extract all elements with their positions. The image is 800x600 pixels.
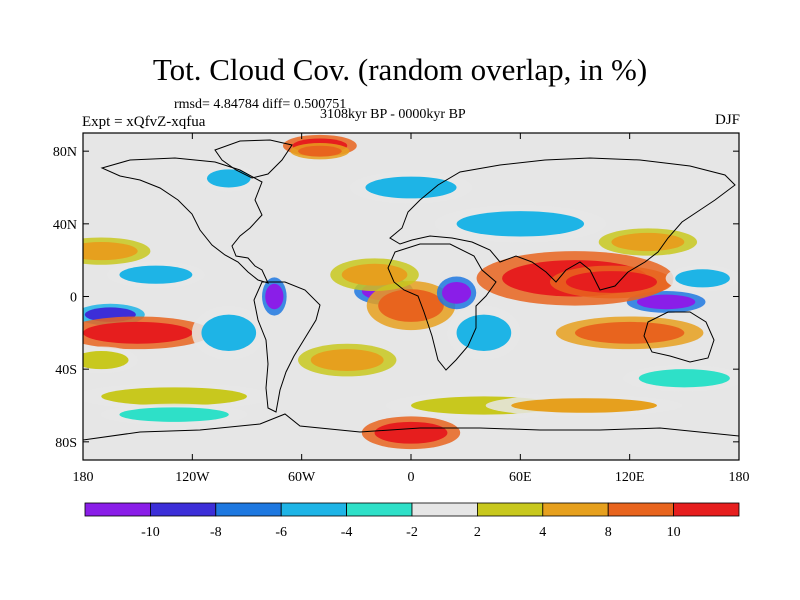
anomaly-blob-6 xyxy=(83,321,193,344)
y-tick-label-0: 80N xyxy=(53,145,77,160)
coastline-north-america xyxy=(100,157,269,284)
colorbar-label-5: 2 xyxy=(474,525,481,540)
anomaly-blob-27 xyxy=(511,398,657,413)
colorbar-swatch-5 xyxy=(411,502,478,517)
colorbar-swatch-2 xyxy=(215,502,282,517)
y-tick-label-2: 0 xyxy=(70,291,77,306)
x-tick-label-1: 120W xyxy=(175,470,210,485)
colorbar-swatch-7 xyxy=(542,502,609,517)
y-tick-label-4: 80S xyxy=(55,436,77,451)
x-tick-label-3: 0 xyxy=(408,470,415,485)
colorbar-swatch-6 xyxy=(476,502,544,517)
chart-title: Tot. Cloud Cov. (random overlap, in %) xyxy=(152,52,648,87)
colorbar-swatch-9 xyxy=(673,502,740,517)
anomaly-blob-9 xyxy=(341,263,408,286)
colorbar-label-0: -10 xyxy=(141,525,160,540)
anomaly-blob-28 xyxy=(675,269,730,288)
anomaly-blob-22 xyxy=(310,349,384,371)
period-label: 3108kyr BP - 0000kyr BP xyxy=(320,107,466,122)
anomaly-blob-11 xyxy=(441,281,472,304)
colorbar-label-2: -6 xyxy=(275,525,287,540)
anomaly-blob-24 xyxy=(101,387,247,406)
anomaly-blob-2 xyxy=(265,283,284,310)
anomaly-blob-26 xyxy=(638,369,730,388)
anomaly-blob-25 xyxy=(119,407,229,422)
colorbar-label-7: 8 xyxy=(605,525,612,540)
x-tick-label-6: 180 xyxy=(729,470,750,485)
x-tick-label-4: 60E xyxy=(509,470,532,485)
coastline-eurasia xyxy=(389,157,736,291)
anomaly-blob-16 xyxy=(365,176,457,199)
anomaly-blob-12 xyxy=(374,421,448,444)
axes: 180 120W 60W 0 60E 120E 180 80N 40N 0 40S 80S xyxy=(53,133,750,485)
anomaly-blob-7 xyxy=(575,321,685,344)
colorbar-swatch-8 xyxy=(607,502,675,517)
anomaly-blob-8 xyxy=(378,289,444,322)
anomaly-blob-19 xyxy=(83,242,138,261)
colorbar-label-3: -4 xyxy=(341,525,353,540)
coastline-africa xyxy=(387,243,497,371)
colorbar-swatch-3 xyxy=(280,502,348,517)
colorbar-swatch-4 xyxy=(346,502,413,517)
anomaly-blob-13 xyxy=(206,169,251,188)
colorbar-label-4: -2 xyxy=(406,525,418,540)
colorbar-swatch-1 xyxy=(149,502,217,517)
anomaly-blob-17 xyxy=(456,211,585,237)
anomaly-blob-10 xyxy=(456,314,512,352)
anomaly-field xyxy=(83,134,739,450)
y-tick-label-1: 40N xyxy=(53,218,77,233)
colorbar-swatch-0 xyxy=(84,502,151,517)
anomaly-blob-5 xyxy=(565,271,657,293)
coastline-greenland xyxy=(214,139,293,179)
y-tick-label-3: 40S xyxy=(55,363,77,378)
coastline-australia xyxy=(643,311,715,363)
stats-line: rmsd= 4.84784 diff= 0.500751 xyxy=(174,97,347,112)
colorbar-label-6: 4 xyxy=(539,525,546,540)
coastline-south-america xyxy=(253,281,321,413)
x-tick-label-0: 180 xyxy=(73,470,94,485)
season-label: DJF xyxy=(714,112,740,128)
anomaly-blob-15 xyxy=(298,145,342,157)
anomaly-blob-29 xyxy=(83,351,129,370)
colorbar: -10 -8 -6 -4 -2 2 4 8 10 xyxy=(84,502,740,540)
experiment-label: Expt = xQfvZ-xqfua xyxy=(82,114,206,130)
anomaly-blob-1 xyxy=(636,294,696,310)
colorbar-label-1: -8 xyxy=(210,525,222,540)
coastlines xyxy=(83,139,739,441)
x-tick-label-5: 120E xyxy=(615,470,645,485)
anomaly-blob-20 xyxy=(119,265,193,284)
x-tick-label-2: 60W xyxy=(288,470,316,485)
anomaly-blob-21 xyxy=(201,314,257,352)
anomaly-blob-18 xyxy=(611,232,685,252)
colorbar-label-8: 10 xyxy=(667,525,681,540)
coastline-antarctica xyxy=(83,413,739,441)
